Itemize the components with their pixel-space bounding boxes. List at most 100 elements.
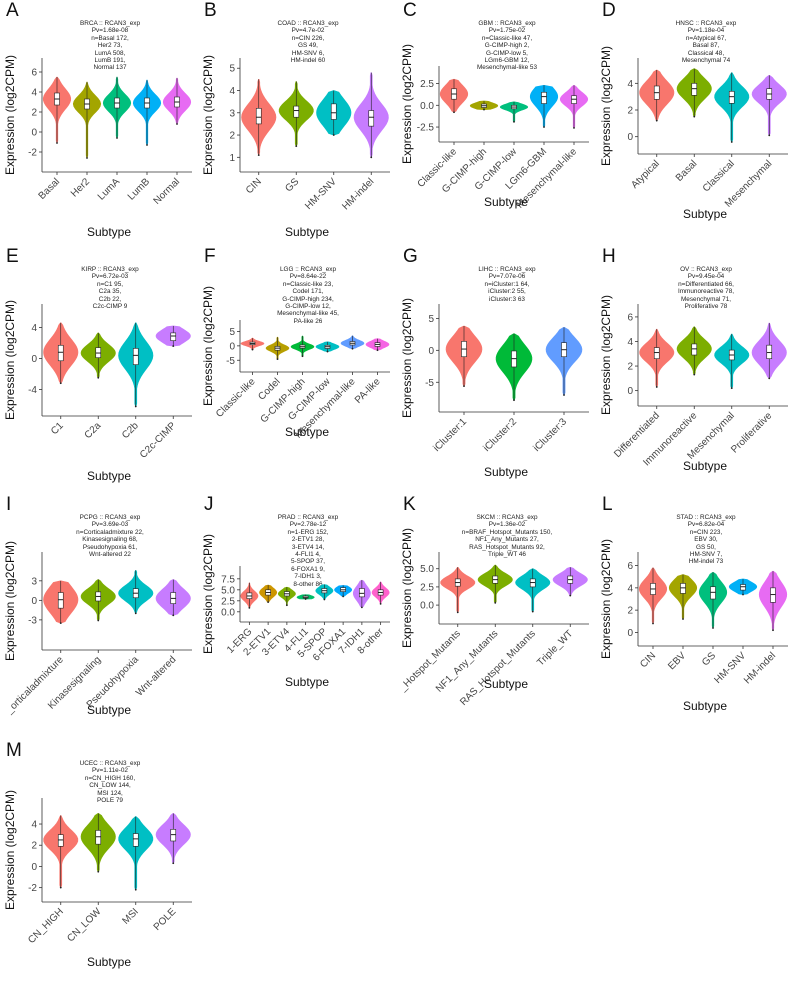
outlier-point <box>301 355 304 358</box>
y-tick-label: 0 <box>31 128 37 139</box>
y-tick-label: 4 <box>627 79 633 90</box>
panel-title: HNSC :: RCAN3_exp Pv=1.18e-04 n=Atypical 6… <box>626 20 786 64</box>
outlier-point <box>295 145 298 148</box>
box-3 <box>170 332 177 341</box>
violin-chart: Expression (log2CPM) 0246DifferentiatedIm… <box>599 295 788 473</box>
x-axis-label: Subtype <box>683 699 727 713</box>
y-tick-label: 0 <box>627 386 633 397</box>
panel-letter: J <box>204 494 214 515</box>
box-2 <box>330 103 337 120</box>
title-line: Immunoreactive 78, <box>677 288 735 296</box>
panel-j: J PRAD :: RCAN3_exp Pv=2.78e-12 n=1-ERG 152… <box>198 494 396 738</box>
outlier-point <box>267 601 270 604</box>
outlier-point <box>116 137 118 139</box>
box-0 <box>57 834 64 847</box>
outlier-point <box>573 127 575 129</box>
outlier-point <box>513 399 515 402</box>
outlier-point <box>531 610 534 613</box>
y-axis-label: Expression (log2CPM) <box>3 300 17 420</box>
outlier-point <box>730 387 733 390</box>
title-line: n=Classic-like 47, <box>481 34 533 42</box>
panel-letter: D <box>602 0 616 21</box>
y-tick-label: 6 <box>627 312 633 323</box>
outlier-point <box>342 595 345 598</box>
outlier-point <box>323 598 326 601</box>
box-3 <box>541 91 547 104</box>
outlier-point <box>772 629 774 632</box>
title-line: HM-SNV 7, <box>689 551 723 559</box>
violin-chart: Expression (log2CPM) -5 0 5 iCluster:1 iClust… <box>400 298 589 479</box>
outlier-point <box>134 405 137 408</box>
box-6 <box>359 588 365 598</box>
title-line: Pv=8.64e-22 <box>289 273 327 281</box>
title-line: n=Differentiated 66, <box>678 280 734 288</box>
panel-a: A BRCA :: RCAN3_exp Pv=1.68e-08 n=Basal 172… <box>0 0 198 244</box>
x-tick-label: MSI <box>121 906 141 926</box>
title-line: Pv=2.78e-12 <box>289 521 327 529</box>
title-line: G-CIMP-high 2, <box>484 42 530 50</box>
y-tick-label: 2.5 <box>420 79 434 90</box>
box-1 <box>95 830 102 845</box>
outlier-point <box>563 394 565 396</box>
outlier-point <box>513 120 515 123</box>
x-tick-label: Classical <box>701 158 737 194</box>
outlier-point <box>276 358 279 361</box>
title-line: Basal 87, <box>692 42 720 50</box>
y-tick-label: 0 <box>31 862 37 873</box>
title-line: POLE 79 <box>97 797 123 805</box>
x-axis-label: Subtype <box>87 225 131 239</box>
title-line: MSI 124, <box>97 789 123 797</box>
y-axis-label: Expression (log2CPM) <box>201 55 215 175</box>
y-tick-label: -2 <box>28 883 37 894</box>
y-tick-label: 6 <box>627 561 633 572</box>
title-line: C2a 35, <box>98 288 122 296</box>
y-tick-label: 0 <box>428 346 434 357</box>
panel-h: H OV :: RCAN3_exp Pv=9.45e-04 n=Differentia… <box>596 246 794 490</box>
outlier-point <box>326 350 329 353</box>
panel-title: COAD :: RCAN3_exp Pv=4.7e-02 n=CIN 226, GS … <box>228 20 388 64</box>
title-line: n=CIN 226, <box>291 34 325 42</box>
title-line: 3-ETV4 14, <box>291 543 325 551</box>
panel-title: BRCA :: RCAN3_exp Pv=1.68e-08 n=Basal 172,… <box>30 20 190 72</box>
outlier-point <box>59 382 62 385</box>
outlier-point <box>768 134 771 137</box>
title-line: 2-ETV1 28, <box>291 536 325 544</box>
x-tick-label: LumB <box>126 176 152 202</box>
x-tick-label: Proliferative <box>729 410 774 455</box>
x-tick-label: HM-indel <box>340 176 376 212</box>
y-axis-label: Expression (log2CPM) <box>400 44 414 164</box>
outlier-point <box>97 870 100 873</box>
y-tick-label: 3 <box>31 576 37 587</box>
box-1 <box>691 343 698 356</box>
y-tick-label: 4 <box>31 88 37 99</box>
outlier-point <box>370 156 373 159</box>
outlier-point <box>379 602 382 605</box>
title-line: n=C1 95, <box>96 280 124 288</box>
x-tick-label: LumA <box>96 176 122 202</box>
x-tick-label: Wnt-altered <box>134 654 178 698</box>
y-tick-label: 5.0 <box>420 564 434 575</box>
title-line: C2c-CIMP 9 <box>92 303 128 311</box>
x-tick-label: GS <box>700 650 718 668</box>
panel-letter: F <box>204 246 216 267</box>
box-3 <box>368 110 375 127</box>
outlier-point <box>176 123 178 125</box>
panel-m: M UCEC :: RCAN3_exp Pv=1.11e-02 n=CN_HIGH 1… <box>0 740 198 984</box>
title-line: Pv=3.69e-03 <box>91 521 129 529</box>
y-tick-label: 5.0 <box>221 585 235 596</box>
title-line: Proliferative 78 <box>684 303 728 311</box>
y-tick-label: 2 <box>31 841 37 852</box>
title-line: BRCA :: RCAN3_exp <box>79 20 141 27</box>
y-tick-label: 0.0 <box>420 101 434 112</box>
title-line: n=Atypical 67, <box>685 34 727 42</box>
panel-f: F LGG :: RCAN3_exp Pv=8.64e-22 n=Classic-li… <box>198 246 396 490</box>
x-tick-label: POLE <box>152 906 179 933</box>
outlier-point <box>569 594 572 597</box>
y-tick-label: 2 <box>627 362 633 373</box>
x-tick-label: Normal <box>152 176 183 207</box>
y-tick-label: 4 <box>31 323 37 334</box>
panel-letter: G <box>403 246 418 267</box>
x-axis-label: Subtype <box>87 703 131 717</box>
y-tick-label: 5 <box>229 64 235 75</box>
